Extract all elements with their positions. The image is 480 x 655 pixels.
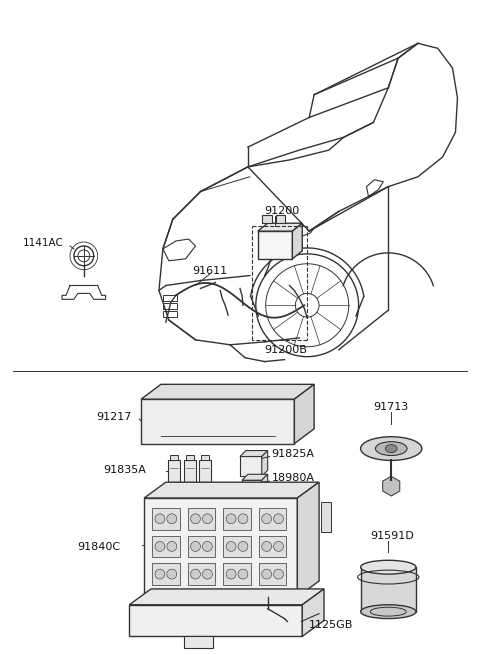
Polygon shape [262,451,268,476]
Polygon shape [292,223,302,259]
Polygon shape [141,399,294,443]
Circle shape [191,514,201,524]
Circle shape [191,542,201,552]
Polygon shape [144,482,319,498]
Text: 91840C: 91840C [77,542,120,552]
Polygon shape [321,502,331,532]
Polygon shape [240,451,268,457]
Bar [163,303,177,309]
Text: 91825A: 91825A [272,449,314,458]
Polygon shape [152,563,180,585]
Circle shape [262,569,272,579]
Circle shape [155,514,165,524]
Polygon shape [129,605,302,637]
Polygon shape [188,536,216,557]
Circle shape [262,514,272,524]
Circle shape [274,569,284,579]
Polygon shape [170,455,178,460]
Text: 91835A: 91835A [104,465,146,476]
Polygon shape [200,460,211,482]
Bar [163,295,177,301]
Polygon shape [259,563,287,585]
Circle shape [274,542,284,552]
Circle shape [226,542,236,552]
Text: 91200: 91200 [264,206,300,216]
Polygon shape [223,563,251,585]
Circle shape [274,514,284,524]
Polygon shape [276,215,286,223]
Ellipse shape [375,441,407,455]
Text: 91217: 91217 [96,412,132,422]
Polygon shape [262,474,268,496]
Circle shape [167,542,177,552]
Circle shape [167,514,177,524]
Polygon shape [262,215,272,223]
Circle shape [226,569,236,579]
Polygon shape [242,474,268,480]
Bar [360,567,416,612]
Polygon shape [141,384,314,399]
Polygon shape [144,498,297,597]
Polygon shape [152,536,180,557]
Polygon shape [259,508,287,530]
Polygon shape [168,460,180,482]
Circle shape [288,614,301,629]
Text: 1125GB: 1125GB [309,620,354,629]
Ellipse shape [360,437,422,460]
Polygon shape [258,231,292,259]
Circle shape [203,542,212,552]
Polygon shape [240,457,262,476]
Circle shape [155,542,165,552]
Circle shape [238,514,248,524]
Polygon shape [184,460,195,482]
Circle shape [226,514,236,524]
Ellipse shape [385,445,397,453]
Text: 91591D: 91591D [371,531,414,540]
Circle shape [262,542,272,552]
Polygon shape [184,637,213,648]
Circle shape [155,569,165,579]
Ellipse shape [360,560,416,574]
Polygon shape [258,223,302,231]
Text: 91200B: 91200B [264,345,308,355]
Circle shape [238,569,248,579]
Text: 91611: 91611 [192,266,228,276]
Circle shape [167,569,177,579]
Circle shape [238,542,248,552]
Polygon shape [223,508,251,530]
Polygon shape [188,508,216,530]
Polygon shape [186,455,193,460]
Polygon shape [223,536,251,557]
Polygon shape [242,480,262,496]
Polygon shape [188,563,216,585]
Text: 1141AC: 1141AC [23,238,63,248]
Polygon shape [297,482,319,597]
Polygon shape [129,589,324,605]
Bar [163,311,177,317]
Polygon shape [202,455,209,460]
Text: 91713: 91713 [373,402,408,412]
Circle shape [191,569,201,579]
Text: 18980A: 18980A [272,473,314,483]
Ellipse shape [360,605,416,618]
Polygon shape [294,384,314,443]
Polygon shape [259,536,287,557]
Circle shape [203,514,212,524]
Circle shape [203,569,212,579]
Polygon shape [302,589,324,637]
Polygon shape [152,508,180,530]
